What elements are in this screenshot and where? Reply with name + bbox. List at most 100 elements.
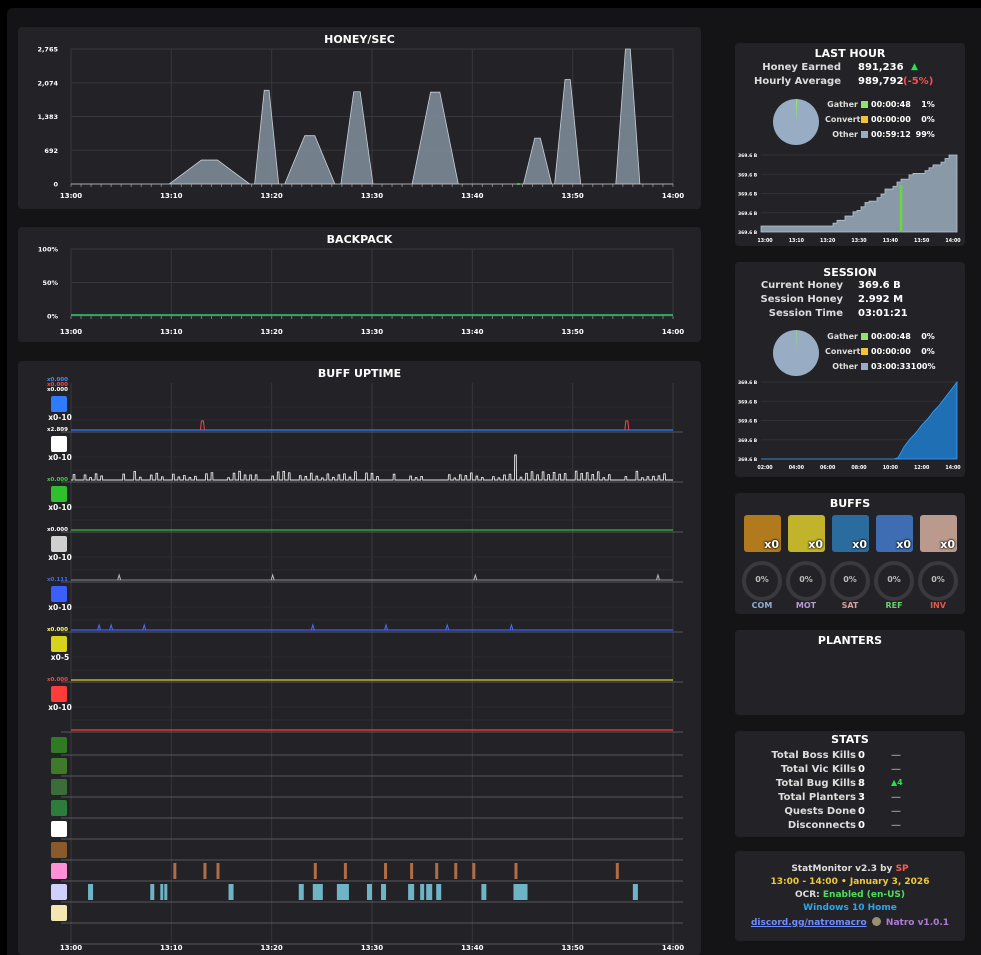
teal-buff-bar bbox=[408, 884, 415, 900]
honey-x-tick: 14:00 bbox=[662, 192, 684, 200]
buffs-panel: BUFFS x0 x0 x0 x0 x0 0% COM 0% MOT 0% SAT 0% REF 0% IN… bbox=[735, 493, 965, 614]
stat-value: 0 bbox=[858, 806, 865, 817]
melody-multiplier: x2.809 bbox=[47, 427, 68, 433]
brown-bear-bar bbox=[384, 863, 388, 879]
backpack-x-tick: 13:40 bbox=[461, 328, 483, 336]
heart-icon bbox=[51, 863, 67, 879]
stat-label: Total Planters bbox=[778, 792, 856, 803]
inv-buff-icon: x0 bbox=[920, 515, 957, 552]
natro-icon bbox=[871, 917, 881, 926]
legend-time: 00:00:48 bbox=[871, 332, 911, 341]
legend-row: Convert 00:00:00 0% bbox=[825, 347, 935, 356]
ring-value: 0% bbox=[843, 575, 857, 584]
legend-swatch bbox=[861, 131, 868, 138]
honey-x-tick: 13:30 bbox=[361, 192, 383, 200]
footer-os: Windows 10 Home bbox=[803, 903, 897, 913]
stat-label: Total Boss Kills bbox=[771, 750, 856, 761]
mini-y-tick: 369.6 B bbox=[738, 380, 758, 386]
stat-delta: — bbox=[891, 764, 901, 775]
honey-y-tick: 0 bbox=[53, 181, 58, 189]
honey-sec-chart: 2,765 2,074 1,383 692 013:00 13:10 13:20 13:30 1… bbox=[37, 46, 684, 201]
up-arrow-icon: ▲ bbox=[911, 62, 918, 72]
teal-buff-bar bbox=[366, 884, 372, 900]
stat-label: Total Bug Kills bbox=[775, 778, 856, 789]
buff-count: x0 bbox=[852, 538, 867, 551]
buff-x-tick: 13:00 bbox=[60, 944, 82, 952]
honey-y-tick: 2,765 bbox=[37, 46, 58, 54]
mot-buff-icon: x0 bbox=[788, 515, 825, 552]
last-hour-mini-chart: 369.6 B 369.6 B 369.6 B 369.6 B 369.6 B 13:00… bbox=[738, 153, 961, 244]
legend-time: 00:00:00 bbox=[871, 347, 911, 356]
stat-value: 8 bbox=[858, 778, 865, 789]
teal-buff-bar bbox=[150, 884, 155, 900]
backpack-title: BACKPACK bbox=[326, 233, 393, 246]
legend-row: Other 03:00:33100% bbox=[825, 362, 960, 371]
ring-value: 0% bbox=[755, 575, 769, 584]
red-boost-range: x0-10 bbox=[48, 703, 72, 712]
mini-x-tick: 06:00 bbox=[820, 465, 836, 471]
session-honey-value: 2.992 M bbox=[858, 294, 904, 305]
honey-y-tick: 692 bbox=[44, 147, 58, 155]
brown-bear-bar bbox=[343, 863, 347, 879]
baby-love-multiplier: x0.000 bbox=[47, 527, 68, 533]
backpack-x-tick: 13:50 bbox=[562, 328, 584, 336]
backpack-y-tick: 0% bbox=[47, 313, 59, 321]
stat-row: Quests Done 0 — bbox=[735, 806, 964, 820]
mini-x-tick: 08:00 bbox=[851, 465, 867, 471]
footer-ocr-label: OCR: bbox=[794, 890, 820, 900]
blue-boost-spike bbox=[97, 623, 102, 631]
mini-y-tick: 369.6 B bbox=[738, 172, 758, 178]
legend-time: 00:59:12 bbox=[871, 130, 911, 139]
mini-gather-marker bbox=[899, 185, 903, 232]
mini-y-tick: 369.6 B bbox=[738, 230, 758, 236]
honey-x-tick: 13:00 bbox=[60, 192, 82, 200]
inv-ring: 0% bbox=[918, 561, 958, 601]
legend-label: Other bbox=[832, 362, 858, 371]
baby-love-spike bbox=[117, 573, 122, 581]
backpack-x-tick: 13:30 bbox=[361, 328, 383, 336]
legend-time: 00:00:00 bbox=[871, 115, 911, 124]
mini-x-tick: 02:00 bbox=[757, 465, 773, 471]
clock-buff-icon: x0 bbox=[744, 515, 781, 552]
honey-earned-label: Honey Earned bbox=[762, 62, 841, 73]
discord-link[interactable]: discord.gg/natromacro bbox=[750, 918, 867, 928]
teal-buff-bar bbox=[426, 884, 433, 900]
ring-label: MOT bbox=[795, 601, 817, 610]
ring-value: 0% bbox=[931, 575, 945, 584]
brown-bear-bar bbox=[615, 863, 619, 879]
brown-bear-bar bbox=[410, 863, 414, 879]
melody-note-icon bbox=[51, 821, 67, 837]
haste-icon bbox=[51, 396, 67, 412]
buff-count: x0 bbox=[764, 538, 779, 551]
mini-x-tick: 14:00 bbox=[945, 465, 961, 471]
stat-delta: — bbox=[891, 806, 901, 817]
backpack-panel: BACKPACK 100% 50% 0% 13:00 13:10 13:20 13:30 13… bbox=[18, 227, 701, 342]
footer-ocr-line: OCR: Enabled (en-US) bbox=[735, 890, 965, 900]
honey-sec-title: HONEY/SEC bbox=[324, 33, 395, 46]
stat-row: Disconnects 0 — bbox=[735, 820, 964, 834]
current-honey-label: Current Honey bbox=[760, 280, 843, 291]
teal-buff-bar bbox=[481, 884, 487, 900]
stats-title: STATS bbox=[831, 733, 869, 746]
baby-love-spike bbox=[473, 573, 478, 581]
bear-morph-icon bbox=[51, 636, 67, 652]
star-icon bbox=[51, 800, 67, 816]
oil-icon bbox=[51, 486, 67, 502]
blue-boost-spike bbox=[310, 623, 315, 631]
backpack-y-tick: 50% bbox=[42, 279, 58, 287]
teal-buff-bar bbox=[336, 884, 349, 900]
brown-bear-bar bbox=[472, 863, 476, 879]
stat-row: Total Boss Kills 0 — bbox=[735, 750, 964, 764]
teal-buff-bar bbox=[524, 884, 528, 900]
brown-bear-bar bbox=[173, 863, 177, 879]
stat-row: Total Vic Kills 0 — bbox=[735, 764, 964, 778]
mini-y-tick: 369.6 B bbox=[738, 211, 758, 217]
blue-boost-spike bbox=[384, 623, 389, 631]
backpack-x-tick: 13:20 bbox=[261, 328, 283, 336]
backpack-y-tick: 100% bbox=[38, 246, 59, 254]
teal-buff-bar bbox=[228, 884, 234, 900]
mini-y-tick: 369.6 B bbox=[738, 192, 758, 198]
stat-row: Total Planters 3 — bbox=[735, 792, 964, 806]
backpack-x-tick: 13:00 bbox=[60, 328, 82, 336]
focus-icon bbox=[51, 758, 67, 774]
